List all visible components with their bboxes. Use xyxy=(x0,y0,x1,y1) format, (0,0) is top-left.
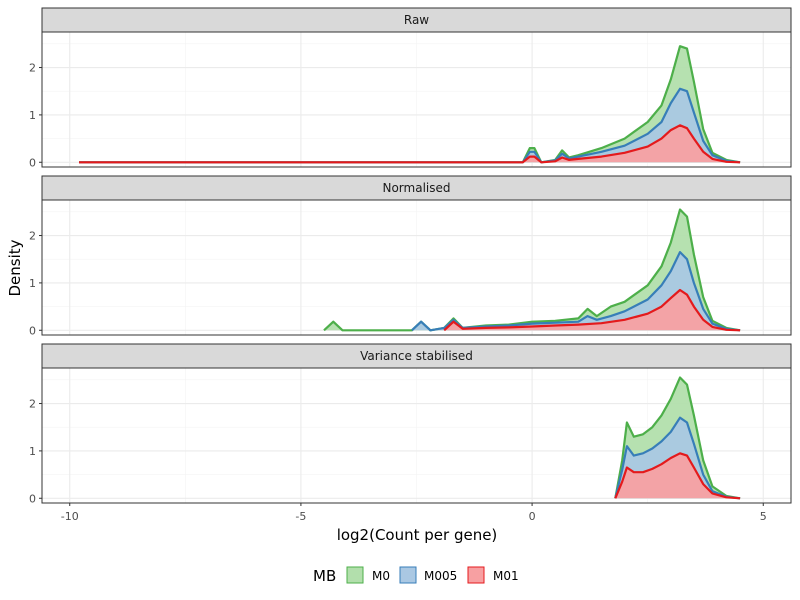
panels-layer: Raw 0 1 2 Normalised 0 1 2 Variance stabilised 0 1… xyxy=(29,7,792,523)
y-tick-label: 2 xyxy=(29,62,36,75)
panel-border xyxy=(41,199,792,336)
density-area-m01 xyxy=(615,453,741,499)
facet-panel-2: Variance stabilised 0 1 2 -10 -5 0 5 xyxy=(29,343,792,523)
x-tick-label: 0 xyxy=(529,510,536,523)
x-tick-label: 5 xyxy=(760,510,767,523)
legend-key-m005 xyxy=(399,566,417,584)
facet-strip-label: Normalised xyxy=(382,181,450,195)
facet-strip xyxy=(41,175,792,201)
y-tick-label: 1 xyxy=(29,445,36,458)
y-tick-label: 0 xyxy=(29,324,36,337)
legend-label-m0: M0 xyxy=(372,569,390,583)
legend-key-m01 xyxy=(467,566,485,584)
facet-strip-label: Variance stabilised xyxy=(360,349,473,363)
facet-strip xyxy=(41,7,792,33)
legend-item-m01: M01 xyxy=(467,566,519,584)
density-line-m01 xyxy=(614,452,741,500)
facet-strip xyxy=(41,343,792,369)
x-tick-label: -10 xyxy=(61,510,79,523)
legend-item-m005: M005 xyxy=(399,566,457,584)
y-tick-label: 2 xyxy=(29,398,36,411)
x-axis-title: log2(Count per gene) xyxy=(337,526,498,544)
y-tick-label: 1 xyxy=(29,109,36,122)
legend-label-m01: M01 xyxy=(493,569,519,583)
y-axis-title: Density xyxy=(6,239,24,296)
y-tick-label: 0 xyxy=(29,156,36,169)
density-line-m005 xyxy=(614,416,741,500)
density-line-m005 xyxy=(79,87,741,164)
facet-panel-0: Raw 0 1 2 xyxy=(29,7,792,169)
panel-border xyxy=(41,367,792,504)
density-area-m0 xyxy=(324,209,741,331)
density-line-m01 xyxy=(443,288,741,332)
density-area-m01 xyxy=(444,290,741,331)
y-tick-label: 0 xyxy=(29,492,36,505)
density-line-m0 xyxy=(79,45,741,164)
density-line-m0 xyxy=(614,376,741,500)
facet-panel-1: Normalised 0 1 2 xyxy=(29,175,792,337)
legend-label-m005: M005 xyxy=(424,569,457,583)
density-line-m01 xyxy=(79,124,741,164)
legend-title: MB xyxy=(313,567,336,585)
facet-strip-label: Raw xyxy=(404,13,429,27)
y-tick-label: 1 xyxy=(29,277,36,290)
legend-item-m0: M0 xyxy=(346,566,390,584)
x-tick-label: -5 xyxy=(295,510,306,523)
panel-border xyxy=(41,31,792,168)
density-line-m005 xyxy=(411,251,741,332)
legend-key-m0 xyxy=(346,566,364,584)
y-tick-label: 2 xyxy=(29,230,36,243)
legend: MB M0 M005 M01 xyxy=(313,566,519,585)
